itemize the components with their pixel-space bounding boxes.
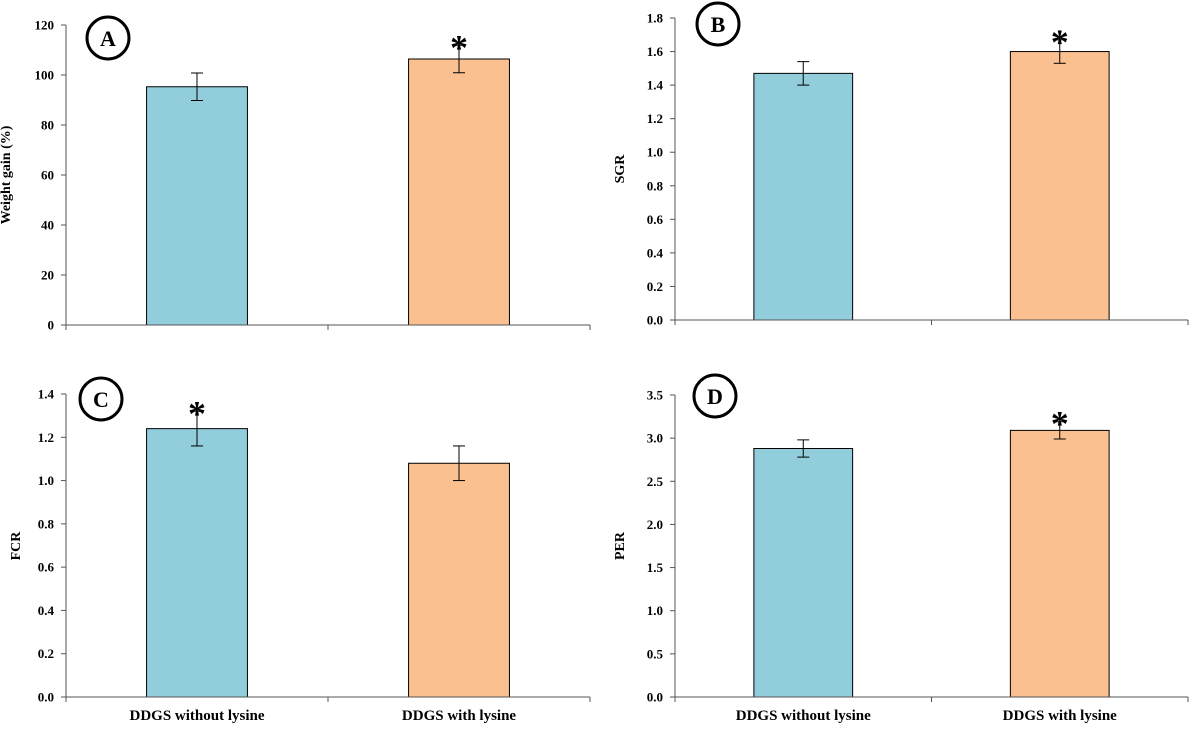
y-tick-label: 1.0 [38, 473, 54, 488]
panel-badge-circle [695, 1, 741, 47]
panel-badge-circle [78, 376, 124, 422]
y-tick-label: 0 [48, 318, 55, 333]
bar [408, 462, 510, 698]
y-tick-label: 1.0 [647, 145, 663, 160]
y-tick-label: 1.0 [647, 603, 663, 618]
y-tick-label: 80 [41, 118, 54, 133]
y-tick-label: 60 [41, 168, 54, 183]
y-tick-label: 1.4 [647, 78, 664, 93]
significance-marker: * [188, 393, 206, 433]
y-tick-label: 1.8 [647, 11, 664, 26]
y-tick-label: 0.8 [38, 516, 55, 531]
y-tick-label: 0.5 [647, 646, 664, 661]
y-tick-label: 0.2 [38, 646, 54, 661]
y-tick-label: 0.6 [38, 560, 55, 575]
panel-badge-circle [692, 373, 738, 419]
chart-panel-b: * 0.0 0.2 0.4 0.6 0.8 1.0 1.2 1.4 1.6 1.8 SGR B [613, 1, 1189, 328]
y-tick-label: 1.4 [38, 387, 55, 402]
y-tick-label: 0.4 [38, 603, 55, 618]
y-axis-title: SGR [613, 154, 628, 184]
bar [146, 86, 248, 326]
y-tick-label: 1.2 [647, 111, 663, 126]
y-axis-title: PER [613, 531, 628, 560]
y-axis-title: FCR [9, 531, 24, 561]
chart-panel-a: * 0 20 40 60 80 100 120 Weight gain (%) A [0, 15, 591, 333]
x-tick-label: DDGS without lysine [129, 708, 264, 724]
y-tick-label: 0.0 [647, 313, 663, 328]
significance-marker: * [1051, 404, 1069, 444]
chart-panel-c: * DDGS without lysine DDGS with lysine 0.0 0… [9, 376, 591, 724]
x-tick-label: DDGS with lysine [1003, 708, 1118, 724]
y-tick-label: 20 [41, 268, 54, 283]
bar [1009, 51, 1110, 321]
y-tick-label: 1.2 [38, 430, 54, 445]
y-tick-label: 0.4 [647, 245, 664, 260]
y-tick-label: 120 [35, 18, 55, 33]
y-tick-label: 0.2 [647, 279, 663, 294]
y-tick-label: 3.0 [647, 431, 663, 446]
y-tick-label: 0.6 [647, 212, 664, 227]
y-tick-label: 3.5 [647, 388, 664, 403]
y-tick-label: 0.0 [38, 690, 54, 705]
x-tick-label: DDGS with lysine [402, 708, 517, 724]
bar [753, 447, 854, 698]
x-tick-label: DDGS without lysine [736, 708, 871, 724]
bar [408, 58, 510, 326]
panel-badge-label: D [707, 384, 723, 409]
y-tick-label: 2.5 [647, 474, 664, 489]
y-tick-label: 1.6 [647, 44, 664, 59]
y-tick-label: 0.8 [647, 178, 664, 193]
y-tick-label: 0.0 [647, 690, 663, 705]
bar [146, 428, 248, 698]
chart-panel-d: DDGS without lysine * DDGS with lysine 0.0 0… [613, 373, 1189, 724]
panel-badge-circle [85, 15, 131, 61]
y-tick-label: 2.0 [647, 517, 663, 532]
panel-badge-label: B [711, 12, 726, 37]
panel-badge-label: A [100, 26, 116, 51]
y-tick-label: 40 [41, 218, 54, 233]
bar [753, 72, 854, 321]
y-axis-title: Weight gain (%) [0, 125, 14, 224]
significance-marker: * [450, 27, 468, 67]
y-tick-label: 100 [35, 68, 55, 83]
panel-badge-label: C [93, 387, 109, 412]
y-tick-label: 1.5 [647, 560, 664, 575]
significance-marker: * [1051, 22, 1069, 62]
bar [1009, 429, 1110, 698]
